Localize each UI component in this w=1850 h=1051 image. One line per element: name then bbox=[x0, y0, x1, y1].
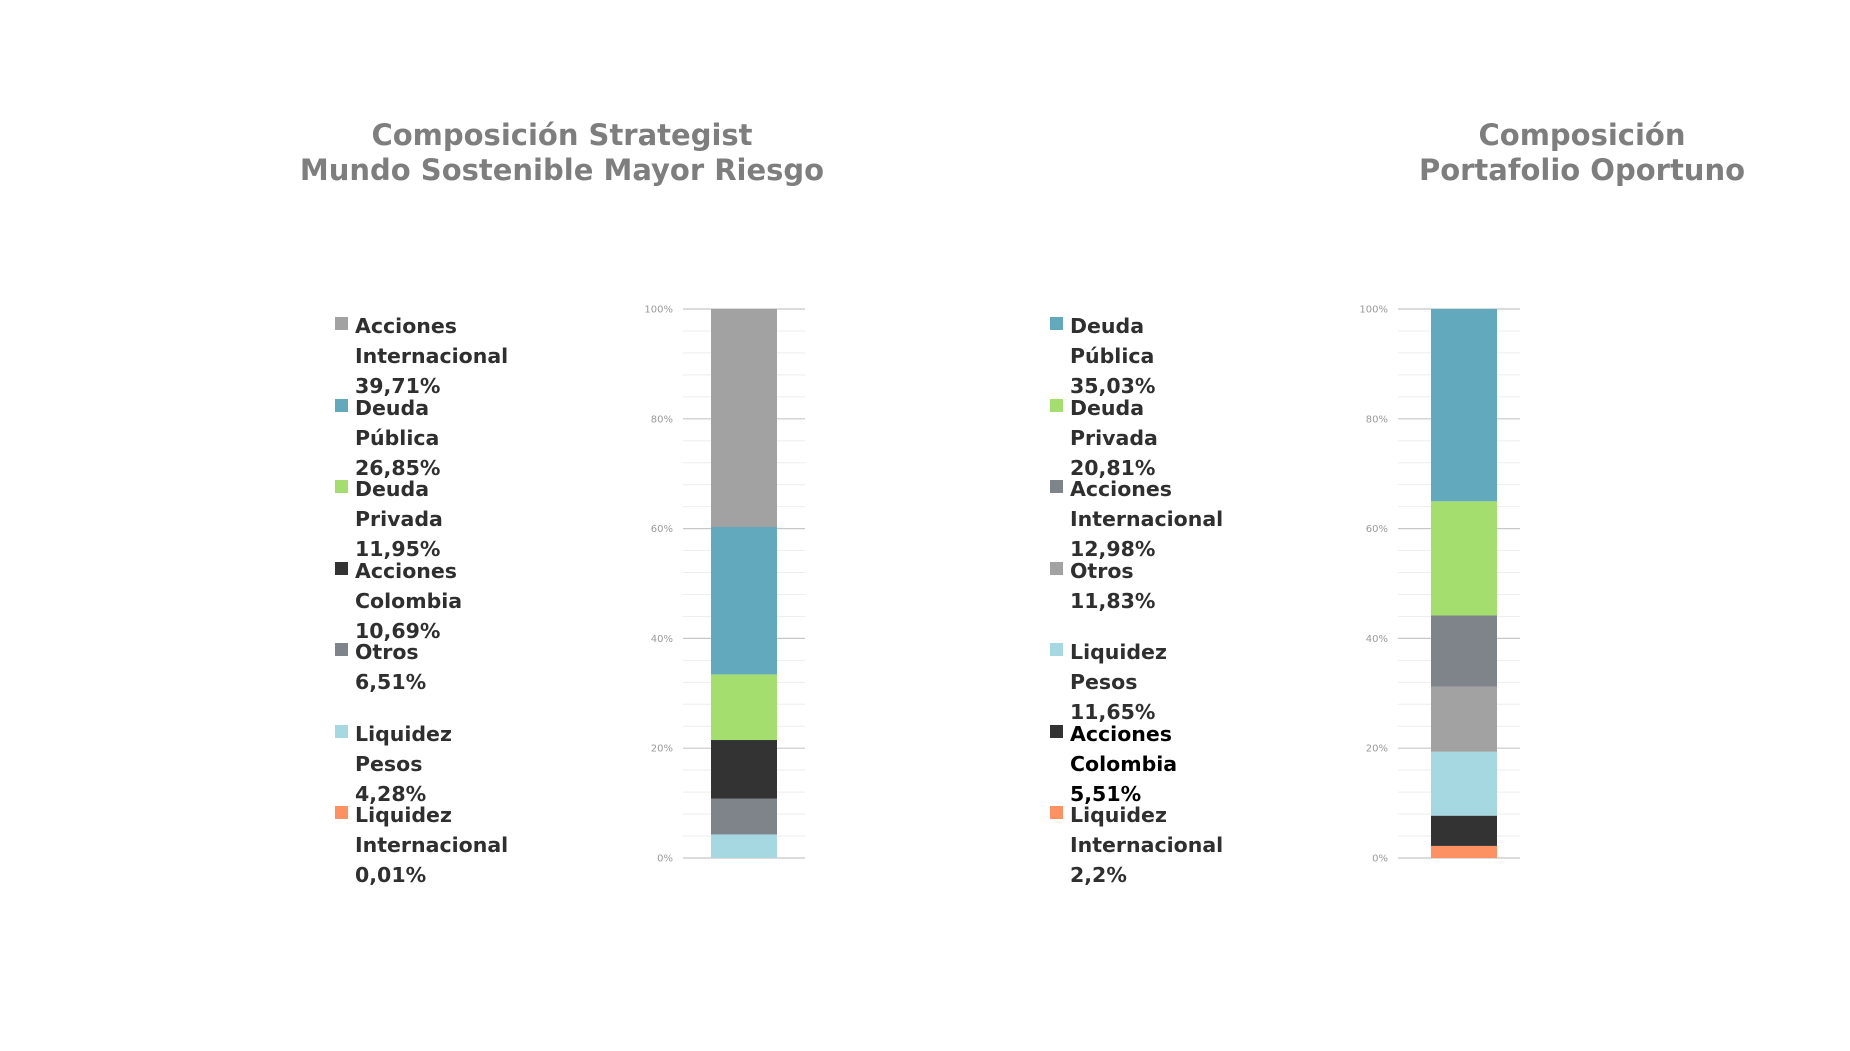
bar-segment: Otros bbox=[1431, 686, 1497, 752]
chart-title: Composición Strategist Mundo Sostenible … bbox=[262, 118, 862, 188]
y-tick-label: 100% bbox=[644, 305, 673, 316]
chart-panel-strategist: Composición Strategist Mundo Sostenible … bbox=[262, 118, 862, 890]
legend-swatch bbox=[335, 724, 348, 738]
bar-segment: Acciones Colombia bbox=[711, 740, 777, 799]
legend-item: Acciones Internacional 12,98% bbox=[1050, 474, 1223, 564]
chart-title-line: Composición bbox=[1478, 118, 1686, 152]
legend-swatch bbox=[1050, 317, 1063, 330]
legend-swatch bbox=[1050, 643, 1063, 656]
legend-item: Otros 6,51% bbox=[335, 637, 426, 697]
legend-swatch bbox=[335, 806, 348, 819]
legend-swatch bbox=[335, 398, 348, 412]
legend-label-line: Liquidez Pesos 11,65% bbox=[1070, 640, 1167, 724]
y-tick-label: 80% bbox=[1366, 414, 1388, 425]
legend-swatch bbox=[1050, 398, 1063, 412]
bar-segment: Deuda Pública bbox=[1431, 308, 1497, 502]
bar-segment: Deuda Pública bbox=[711, 527, 777, 675]
legend-swatch bbox=[335, 317, 348, 330]
bar-segment: Liquidez Internacional bbox=[1431, 845, 1497, 858]
stacked-bar-chart: 0% 20% 40% 60% 80% 100% Liquidez Internacional… bbox=[1359, 305, 1520, 865]
y-tick-label: 40% bbox=[1366, 634, 1388, 645]
legend-label: Deuda Pública 35,03% bbox=[1070, 311, 1155, 401]
legend-label-line: Deuda Privada 20,81% bbox=[1070, 395, 1158, 480]
chart-title-line: Composición Strategist bbox=[371, 118, 753, 152]
legend-label-line: Deuda Pública 35,03% bbox=[1070, 314, 1156, 398]
legend-label-line: 39,71% bbox=[355, 374, 441, 398]
legend-label: Liquidez Pesos 4,28% bbox=[355, 719, 452, 809]
bar-segment: Deuda Privada bbox=[1431, 501, 1497, 616]
legend-label-line: Otros 6,51% bbox=[355, 640, 427, 694]
legend-label: Deuda Pública 26,85% bbox=[355, 393, 440, 483]
legend-label: Otros 6,51% bbox=[355, 637, 426, 697]
bar-segment: Acciones Internacional bbox=[1431, 615, 1497, 687]
legend-label-line: Acciones Colombia bbox=[1070, 721, 1178, 776]
y-tick-label: 20% bbox=[651, 744, 673, 755]
y-tick-label: 40% bbox=[651, 634, 673, 645]
y-tick-label: 60% bbox=[651, 524, 673, 535]
bar-segment: Liquidez Pesos bbox=[711, 834, 777, 858]
y-tick-label: 0% bbox=[657, 854, 673, 865]
legend-item: Acciones Colombia 10,69% bbox=[335, 556, 462, 646]
legend-swatch bbox=[1050, 561, 1063, 575]
y-tick-label: 60% bbox=[1366, 524, 1388, 535]
y-tick-label: 100% bbox=[1359, 305, 1388, 316]
legend-item: Liquidez Pesos 11,65% bbox=[1050, 637, 1167, 727]
chart-title-line: Portafolio Oportuno bbox=[1418, 153, 1746, 187]
legend-label: Deuda Privada 11,95% bbox=[355, 474, 443, 564]
chart-title: Composición Portafolio Oportuno bbox=[1282, 118, 1850, 188]
bar-segment: Deuda Privada bbox=[711, 674, 777, 741]
bar-segment: Acciones Internacional bbox=[711, 309, 777, 528]
chart-title-line: Mundo Sostenible Mayor Riesgo bbox=[299, 153, 825, 187]
legend-label-line: 5,51% bbox=[1070, 781, 1142, 806]
legend-label-line: Liquidez Internacional bbox=[1070, 803, 1224, 857]
legend-label: Deuda Privada 20,81% bbox=[1070, 393, 1158, 483]
legend-item: Liquidez Pesos 4,28% bbox=[335, 719, 452, 809]
legend-label: Acciones Internacional 12,98% bbox=[1070, 474, 1223, 564]
bar-segment: Acciones Colombia bbox=[1431, 815, 1497, 846]
legend-label-line: Acciones Colombia bbox=[355, 558, 463, 613]
legend-item: Deuda Pública 26,85% bbox=[335, 393, 440, 483]
legend-label-line: Liquidez Internacional bbox=[355, 803, 509, 857]
y-tick-label: 80% bbox=[651, 414, 673, 425]
legend-label-line: 2,2% bbox=[1070, 863, 1127, 887]
legend-label-line: Deuda Pública 26,85% bbox=[355, 395, 441, 480]
bar-segment: Otros bbox=[711, 798, 777, 835]
legend-label-line: Otros 11,83% bbox=[1070, 558, 1156, 613]
chart-panel-oportuno: Composición Portafolio Oportuno Deuda Pú… bbox=[925, 0, 1850, 1051]
legend-label: Acciones Internacional 39,71% bbox=[355, 311, 508, 401]
legend-label: Liquidez Pesos 11,65% bbox=[1070, 637, 1167, 727]
legend-label-line: 10,69% bbox=[355, 618, 441, 643]
legend-item: Deuda Pública 35,03% bbox=[1050, 311, 1155, 401]
legend-label-line: Deuda Privada 11,95% bbox=[355, 477, 443, 561]
legend-swatch bbox=[1050, 480, 1063, 493]
legend-label-line: Acciones bbox=[1070, 477, 1172, 501]
legend-item: Liquidez Internacional 0,01% bbox=[335, 800, 508, 890]
legend-label-line: Liquidez Pesos 4,28% bbox=[355, 721, 452, 806]
legend-label: Liquidez Internacional 2,2% bbox=[1070, 800, 1223, 890]
legend-swatch bbox=[1050, 724, 1063, 738]
legend-item: Liquidez Internacional 2,2% bbox=[1050, 800, 1223, 890]
legend-swatch bbox=[335, 480, 348, 493]
legend-label-line: Internacional 12,98% bbox=[1070, 507, 1224, 561]
legend-item: Deuda Privada 20,81% bbox=[1050, 393, 1158, 483]
legend-item: Deuda Privada 11,95% bbox=[335, 474, 443, 564]
legend-swatch bbox=[335, 643, 348, 656]
legend-swatch bbox=[1050, 806, 1063, 819]
legend-label: Acciones Colombia 10,69% bbox=[355, 556, 462, 646]
y-tick-label: 0% bbox=[1372, 854, 1388, 865]
legend-label: Acciones Colombia 5,51% bbox=[1070, 719, 1177, 809]
legend-label-line: Acciones Internacional bbox=[355, 314, 509, 368]
legend-item: Acciones Internacional 39,71% bbox=[335, 311, 508, 401]
legend-item: Otros 11,83% bbox=[1050, 556, 1155, 616]
legend-label: Otros 11,83% bbox=[1070, 556, 1155, 616]
legend-label: Liquidez Internacional 0,01% bbox=[355, 800, 508, 890]
y-tick-label: 20% bbox=[1366, 744, 1388, 755]
bar-segment: Liquidez Pesos bbox=[1431, 751, 1497, 816]
stacked-bar-chart: 0%20%40%60%80%100%Liquidez Internacional… bbox=[644, 305, 805, 865]
legend-item: Acciones Colombia 5,51% bbox=[1050, 719, 1177, 809]
legend-swatch bbox=[335, 561, 348, 575]
legend-label-line: 0,01% bbox=[355, 863, 427, 887]
